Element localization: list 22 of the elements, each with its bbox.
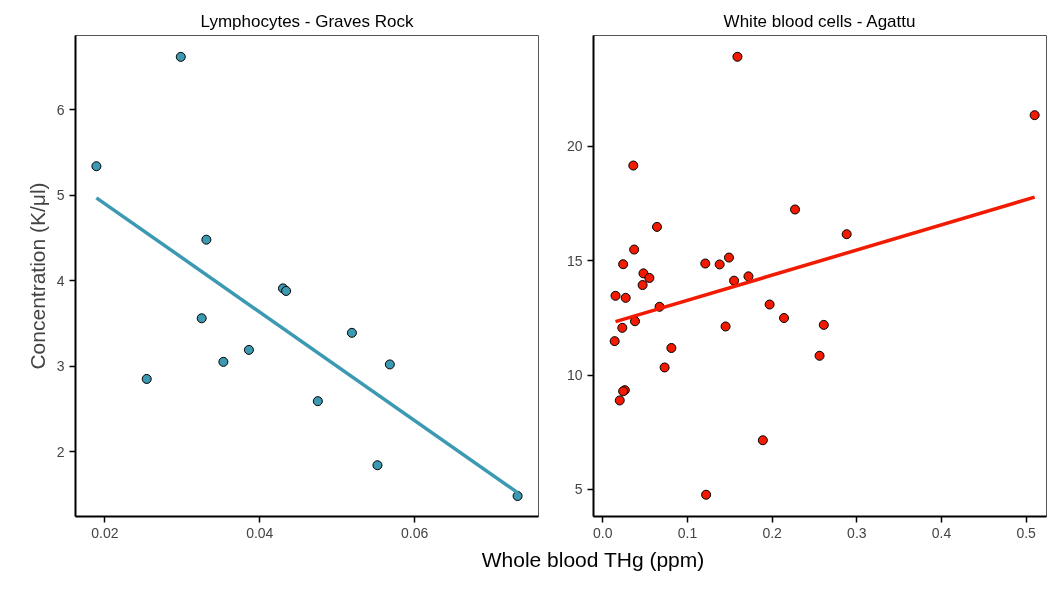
chart-title: Lymphocytes - Graves Rock [200,11,414,31]
y-tick-label: 5 [56,187,65,204]
y-tick-label: 20 [566,138,583,155]
y-tick-label: 10 [566,367,583,384]
x-tick-label: 0.4 [931,524,952,541]
chart-title: White blood cells - Agattu [723,11,916,31]
x-tick-label: 0.06 [401,524,429,541]
x-tick-label: 0.04 [246,524,274,541]
x-tick-label: 0.2 [762,524,783,541]
y-tick-label: 2 [56,443,65,460]
y-tick-label: 4 [56,272,65,289]
x-tick-label: 0.1 [677,524,698,541]
x-tick-label: 0.0 [593,524,613,541]
y-tick-label: 6 [56,101,65,118]
y-axis-title: Concentration (K/μl) [25,182,49,370]
x-tick-label: 0.3 [847,524,867,541]
y-tick-label: 15 [566,252,583,269]
x-axis-title: Whole blood THg (ppm) [481,547,705,573]
y-tick-label: 3 [56,358,65,375]
x-tick-label: 0.5 [1016,524,1037,541]
y-tick-label: 5 [574,481,583,498]
x-tick-label: 0.02 [91,524,119,541]
